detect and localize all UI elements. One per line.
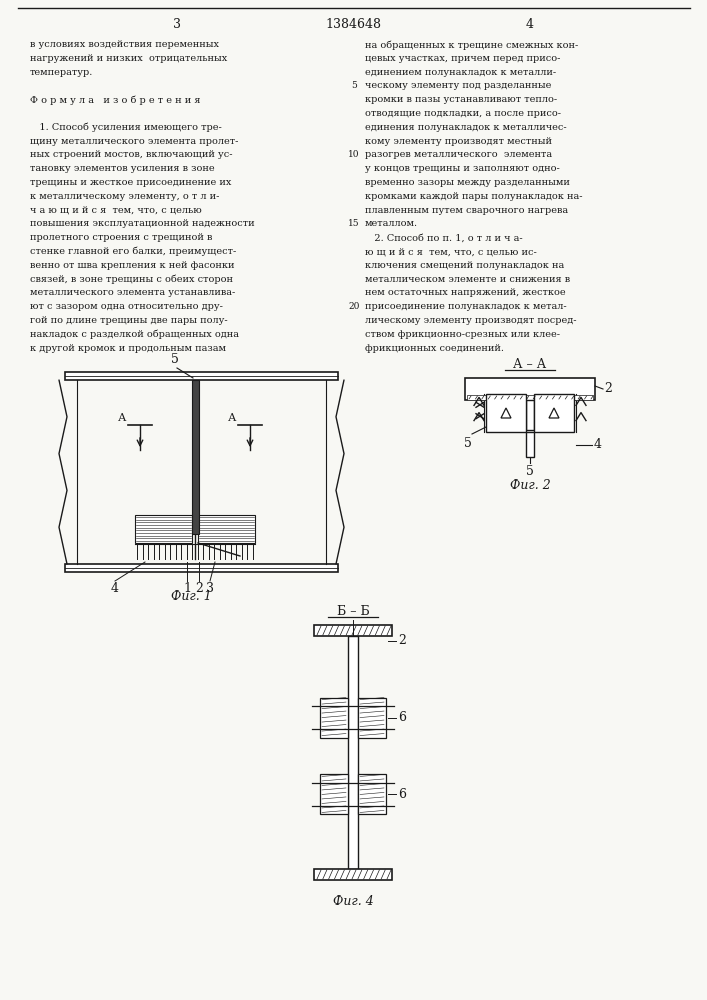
Text: ю щ и й с я  тем, что, с целью ис-: ю щ и й с я тем, что, с целью ис- <box>365 247 537 256</box>
Text: лическому элементу производят посред-: лическому элементу производят посред- <box>365 316 576 325</box>
Text: Б – Б: Б – Б <box>337 605 369 618</box>
Text: 2: 2 <box>195 582 203 595</box>
Bar <box>65 564 338 572</box>
Bar <box>486 394 526 432</box>
Bar <box>467 395 593 400</box>
Text: 3: 3 <box>173 18 181 31</box>
Text: 1: 1 <box>183 582 191 595</box>
Text: ством фрикционно-срезных или клее-: ством фрикционно-срезных или клее- <box>365 330 560 339</box>
Text: трещины и жесткое присоединение их: трещины и жесткое присоединение их <box>30 178 231 187</box>
Text: отводящие подкладки, а после присо-: отводящие подкладки, а после присо- <box>365 109 561 118</box>
Text: 2. Способ по п. 1, о т л и ч а-: 2. Способ по п. 1, о т л и ч а- <box>365 233 522 242</box>
Text: единением полунакладок к металли-: единением полунакладок к металли- <box>365 68 556 77</box>
Text: кромками каждой пары полунакладок на-: кромками каждой пары полунакладок на- <box>365 192 583 201</box>
Text: цевых участках, причем перед присо-: цевых участках, причем перед присо- <box>365 54 561 63</box>
Text: Ф о р м у л а   и з о б р е т е н и я: Ф о р м у л а и з о б р е т е н и я <box>30 95 201 105</box>
Text: 4: 4 <box>594 438 602 452</box>
Bar <box>320 698 348 738</box>
Bar <box>358 698 386 738</box>
Text: А: А <box>228 413 236 423</box>
Text: накладок с разделкой обращенных одна: накладок с разделкой обращенных одна <box>30 330 239 339</box>
Text: в условиях воздействия переменных: в условиях воздействия переменных <box>30 40 219 49</box>
Bar <box>526 400 534 430</box>
Text: к металлическому элементу, о т л и-: к металлическому элементу, о т л и- <box>30 192 219 201</box>
Bar <box>465 378 595 400</box>
Text: повышения эксплуатационной надежности: повышения эксплуатационной надежности <box>30 219 255 228</box>
Text: фрикционных соединений.: фрикционных соединений. <box>365 344 504 353</box>
Text: ключения смещений полунакладок на: ключения смещений полунакладок на <box>365 261 564 270</box>
Text: временно зазоры между разделанными: временно зазоры между разделанными <box>365 178 570 187</box>
Text: тановку элементов усиления в зоне: тановку элементов усиления в зоне <box>30 164 215 173</box>
Text: Фиг. 4: Фиг. 4 <box>332 895 373 908</box>
Text: на обращенных к трещине смежных кон-: на обращенных к трещине смежных кон- <box>365 40 578 49</box>
Text: у концов трещины и заполняют одно-: у концов трещины и заполняют одно- <box>365 164 560 173</box>
Bar <box>65 372 338 380</box>
Bar <box>198 515 255 543</box>
Text: пролетного строения с трещиной в: пролетного строения с трещиной в <box>30 233 212 242</box>
Text: плавленным путем сварочного нагрева: плавленным путем сварочного нагрева <box>365 206 568 215</box>
Text: ч а ю щ и й с я  тем, что, с целью: ч а ю щ и й с я тем, что, с целью <box>30 206 201 215</box>
Text: 3: 3 <box>206 582 214 595</box>
Text: к другой кромок и продольным пазам: к другой кромок и продольным пазам <box>30 344 226 353</box>
Text: металлического элемента устанавлива-: металлического элемента устанавлива- <box>30 288 235 297</box>
Text: 6: 6 <box>398 788 406 801</box>
Bar <box>358 774 386 814</box>
Bar <box>314 625 392 636</box>
Text: температур.: температур. <box>30 68 93 77</box>
Text: 5: 5 <box>351 81 357 90</box>
Text: кромки в пазы устанавливают тепло-: кромки в пазы устанавливают тепло- <box>365 95 557 104</box>
Bar <box>314 869 392 880</box>
Text: А – А: А – А <box>513 358 547 371</box>
Text: металлом.: металлом. <box>365 219 418 228</box>
Text: 6: 6 <box>398 711 406 724</box>
Text: нагружений и низких  отрицательных: нагружений и низких отрицательных <box>30 54 227 63</box>
Bar <box>526 432 534 457</box>
Text: венно от шва крепления к ней фасонки: венно от шва крепления к ней фасонки <box>30 261 235 270</box>
Text: стенке главной его балки, преимущест-: стенке главной его балки, преимущест- <box>30 247 236 256</box>
Text: А: А <box>117 413 126 423</box>
Text: щину металлического элемента пролет-: щину металлического элемента пролет- <box>30 137 238 146</box>
Text: ных строений мостов, включающий ус-: ных строений мостов, включающий ус- <box>30 150 233 159</box>
Text: нем остаточных напряжений, жесткое: нем остаточных напряжений, жесткое <box>365 288 566 297</box>
Text: кому элементу производят местный: кому элементу производят местный <box>365 137 552 146</box>
Text: 2: 2 <box>398 635 406 648</box>
Text: 10: 10 <box>349 150 360 159</box>
Text: 5: 5 <box>526 465 534 478</box>
Bar <box>135 515 192 543</box>
Text: Фиг. 1: Фиг. 1 <box>171 590 212 603</box>
Text: 5: 5 <box>171 353 179 366</box>
Text: единения полунакладок к металличес-: единения полунакладок к металличес- <box>365 123 566 132</box>
Text: 1384648: 1384648 <box>325 18 381 31</box>
Bar <box>348 636 358 869</box>
Text: Фиг. 2: Фиг. 2 <box>510 479 550 492</box>
Text: присоединение полунакладок к метал-: присоединение полунакладок к метал- <box>365 302 566 311</box>
Bar <box>320 774 348 814</box>
Text: разогрев металлического  элемента: разогрев металлического элемента <box>365 150 552 159</box>
Text: гой по длине трещины две пары полу-: гой по длине трещины две пары полу- <box>30 316 228 325</box>
Text: 2: 2 <box>604 382 612 395</box>
Bar <box>534 394 574 432</box>
Text: связей, в зоне трещины с обеих сторон: связей, в зоне трещины с обеих сторон <box>30 275 233 284</box>
Bar <box>192 380 199 534</box>
Text: 15: 15 <box>348 219 360 228</box>
Text: 5: 5 <box>464 437 472 450</box>
Text: 20: 20 <box>349 302 360 311</box>
Text: 1. Способ усиления имеющего тре-: 1. Способ усиления имеющего тре- <box>30 123 222 132</box>
Text: 4: 4 <box>111 582 119 595</box>
Text: 4: 4 <box>526 18 534 31</box>
Text: металлическом элементе и снижения в: металлическом элементе и снижения в <box>365 275 570 284</box>
Text: ческому элементу под разделанные: ческому элементу под разделанные <box>365 81 551 90</box>
Text: ют с зазором одна относительно дру-: ют с зазором одна относительно дру- <box>30 302 223 311</box>
